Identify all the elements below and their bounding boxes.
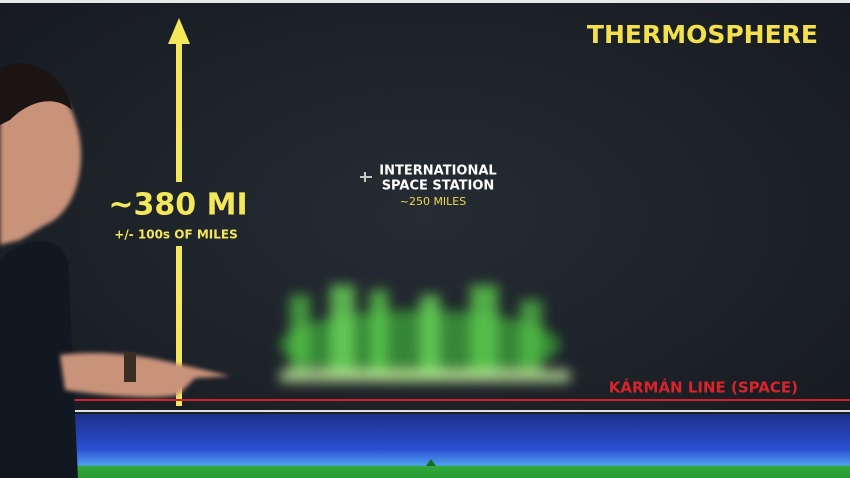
iss-icon bbox=[360, 172, 372, 182]
altitude-label: ~380 MI bbox=[108, 188, 247, 223]
mountain bbox=[426, 459, 436, 466]
presenter bbox=[0, 63, 230, 478]
iss-altitude: ~250 MILES bbox=[400, 195, 467, 208]
separator-line bbox=[70, 410, 850, 412]
karman-line bbox=[70, 399, 850, 401]
altitude-note: +/- 100s OF MILES bbox=[114, 228, 237, 242]
top-border bbox=[0, 0, 850, 3]
aurora bbox=[280, 285, 570, 382]
iss-label: SPACE STATION bbox=[382, 179, 495, 194]
title: THERMOSPHERE bbox=[587, 20, 818, 49]
karman-label: KÁRMÁN LINE (SPACE) bbox=[609, 378, 798, 397]
iss-label: INTERNATIONAL bbox=[379, 164, 496, 179]
ground-band bbox=[70, 414, 850, 478]
altitude-arrow bbox=[168, 18, 190, 406]
